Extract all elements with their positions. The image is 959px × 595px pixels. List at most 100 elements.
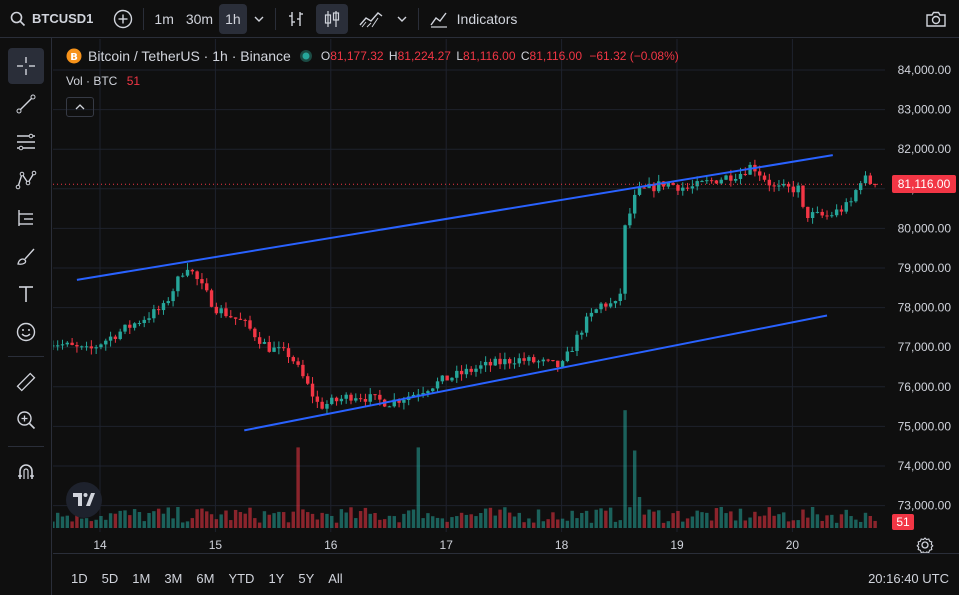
candle-body: [248, 320, 252, 329]
trendlines[interactable]: [76, 154, 833, 432]
volume-bar: [80, 518, 84, 528]
candle-body: [185, 269, 190, 276]
collapse-legend-button[interactable]: [66, 97, 94, 117]
volume-bar: [637, 497, 642, 528]
volume-bar: [498, 509, 502, 528]
volume-bar: [575, 518, 579, 528]
trendline-tool[interactable]: [8, 86, 44, 122]
drawing-toolbar: [0, 38, 52, 595]
candle-body: [200, 279, 204, 284]
range-ytd[interactable]: YTD: [228, 571, 255, 586]
forecast-tool[interactable]: [8, 200, 44, 236]
range-1y[interactable]: 1Y: [268, 571, 285, 586]
volume-bar: [565, 520, 570, 528]
pattern-tool[interactable]: [8, 162, 44, 198]
fib-tool[interactable]: [8, 124, 44, 160]
volume-bar: [647, 509, 651, 528]
utc-clock[interactable]: 20:16:40 UTC: [868, 571, 949, 586]
magnet-tool[interactable]: [8, 454, 44, 490]
bar-style-button[interactable]: [280, 4, 312, 34]
range-5d[interactable]: 5D: [101, 571, 119, 586]
symbol-label: BTCUSD1: [32, 11, 94, 26]
candle-body: [94, 347, 98, 349]
volume-bar: [224, 510, 228, 528]
interval-1m[interactable]: 1m: [154, 10, 174, 27]
volume-bar: [421, 518, 425, 528]
screenshot-button[interactable]: [919, 4, 953, 34]
volume-bar: [70, 521, 74, 528]
price-axis[interactable]: 84,000.0083,000.0082,000.0081,000.0080,0…: [885, 39, 959, 553]
candle-body: [349, 394, 353, 401]
interval-30m[interactable]: 30m: [185, 10, 214, 27]
volume-bar: [676, 510, 680, 528]
volume-bar: [156, 508, 161, 528]
brush-tool[interactable]: [8, 238, 44, 274]
brush-icon: [17, 248, 35, 265]
zoom-tool[interactable]: [8, 402, 44, 438]
crosshair-tool[interactable]: [8, 48, 44, 84]
candle-body: [474, 368, 478, 372]
axis-settings-button[interactable]: [916, 536, 934, 555]
candle-body: [762, 175, 767, 180]
candle-body: [570, 350, 574, 352]
chevron-up-icon: [75, 104, 85, 110]
measure-tool[interactable]: [8, 364, 44, 400]
candle-body: [839, 209, 844, 212]
time-axis-bg: [53, 532, 959, 553]
price-axis-label: 79,000.00: [898, 261, 952, 275]
volume-bar: [849, 516, 853, 528]
candle-body: [431, 388, 435, 392]
candle-body: [464, 368, 469, 375]
time-axis[interactable]: 14 15 16 17 18 19 20: [53, 532, 959, 553]
indicators-button[interactable]: Indicators: [423, 4, 524, 34]
volume-bar: [628, 507, 632, 528]
bottom-divider: [53, 553, 959, 554]
range-1d[interactable]: 1D: [71, 571, 88, 586]
tradingview-logo[interactable]: [66, 482, 102, 518]
volume-bar: [657, 510, 661, 528]
range-6m[interactable]: 6M: [196, 571, 215, 586]
symbol-title[interactable]: Bitcoin / TetherUS · 1h · Binance: [88, 48, 291, 64]
compare-button[interactable]: [107, 4, 139, 34]
candle-body: [565, 351, 570, 362]
candle-body: [743, 173, 747, 175]
high-value: 81,224.27: [397, 49, 451, 63]
volume-label: Vol · BTC: [66, 74, 118, 88]
candles-style-button[interactable]: [315, 3, 348, 34]
bitcoin-logo-icon: B: [66, 48, 82, 64]
candle-body: [113, 336, 118, 339]
volume-bar: [652, 511, 656, 528]
candle-body: [580, 332, 584, 335]
candle-body: [80, 346, 84, 348]
current-volume-tag: 51: [892, 514, 914, 530]
area-style-button[interactable]: [352, 4, 390, 34]
price-chart[interactable]: 84,000.0083,000.0082,000.0081,000.0080,0…: [53, 39, 959, 553]
range-all[interactable]: All: [328, 571, 343, 586]
volume-bar: [435, 517, 440, 528]
interval-dropdown[interactable]: [247, 4, 271, 34]
candle-body: [229, 316, 233, 318]
text-tool[interactable]: [8, 276, 44, 312]
candle-body: [147, 318, 151, 320]
candle-body: [224, 308, 228, 317]
candle-body: [575, 334, 579, 351]
candle-body: [733, 178, 738, 181]
candle-body: [455, 370, 459, 378]
candle-body: [108, 336, 113, 341]
range-5y[interactable]: 5Y: [298, 571, 315, 586]
candle-body: [589, 312, 594, 317]
range-1m[interactable]: 1M: [132, 571, 151, 586]
chart-style-dropdown[interactable]: [390, 4, 414, 34]
candle-body: [632, 194, 637, 214]
volume-bar: [209, 514, 214, 528]
range-3m[interactable]: 3M: [164, 571, 183, 586]
candle-body: [738, 173, 743, 179]
fib-retracement-icon: [17, 133, 35, 151]
price-axis-label: 80,000.00: [898, 221, 952, 235]
candle-body: [623, 225, 627, 294]
emoji-tool[interactable]: [8, 314, 44, 350]
symbol-search[interactable]: BTCUSD1: [4, 4, 99, 34]
candle-body: [618, 293, 622, 302]
interval-1h[interactable]: 1h: [219, 3, 247, 34]
time-axis-label: 17: [440, 538, 454, 552]
